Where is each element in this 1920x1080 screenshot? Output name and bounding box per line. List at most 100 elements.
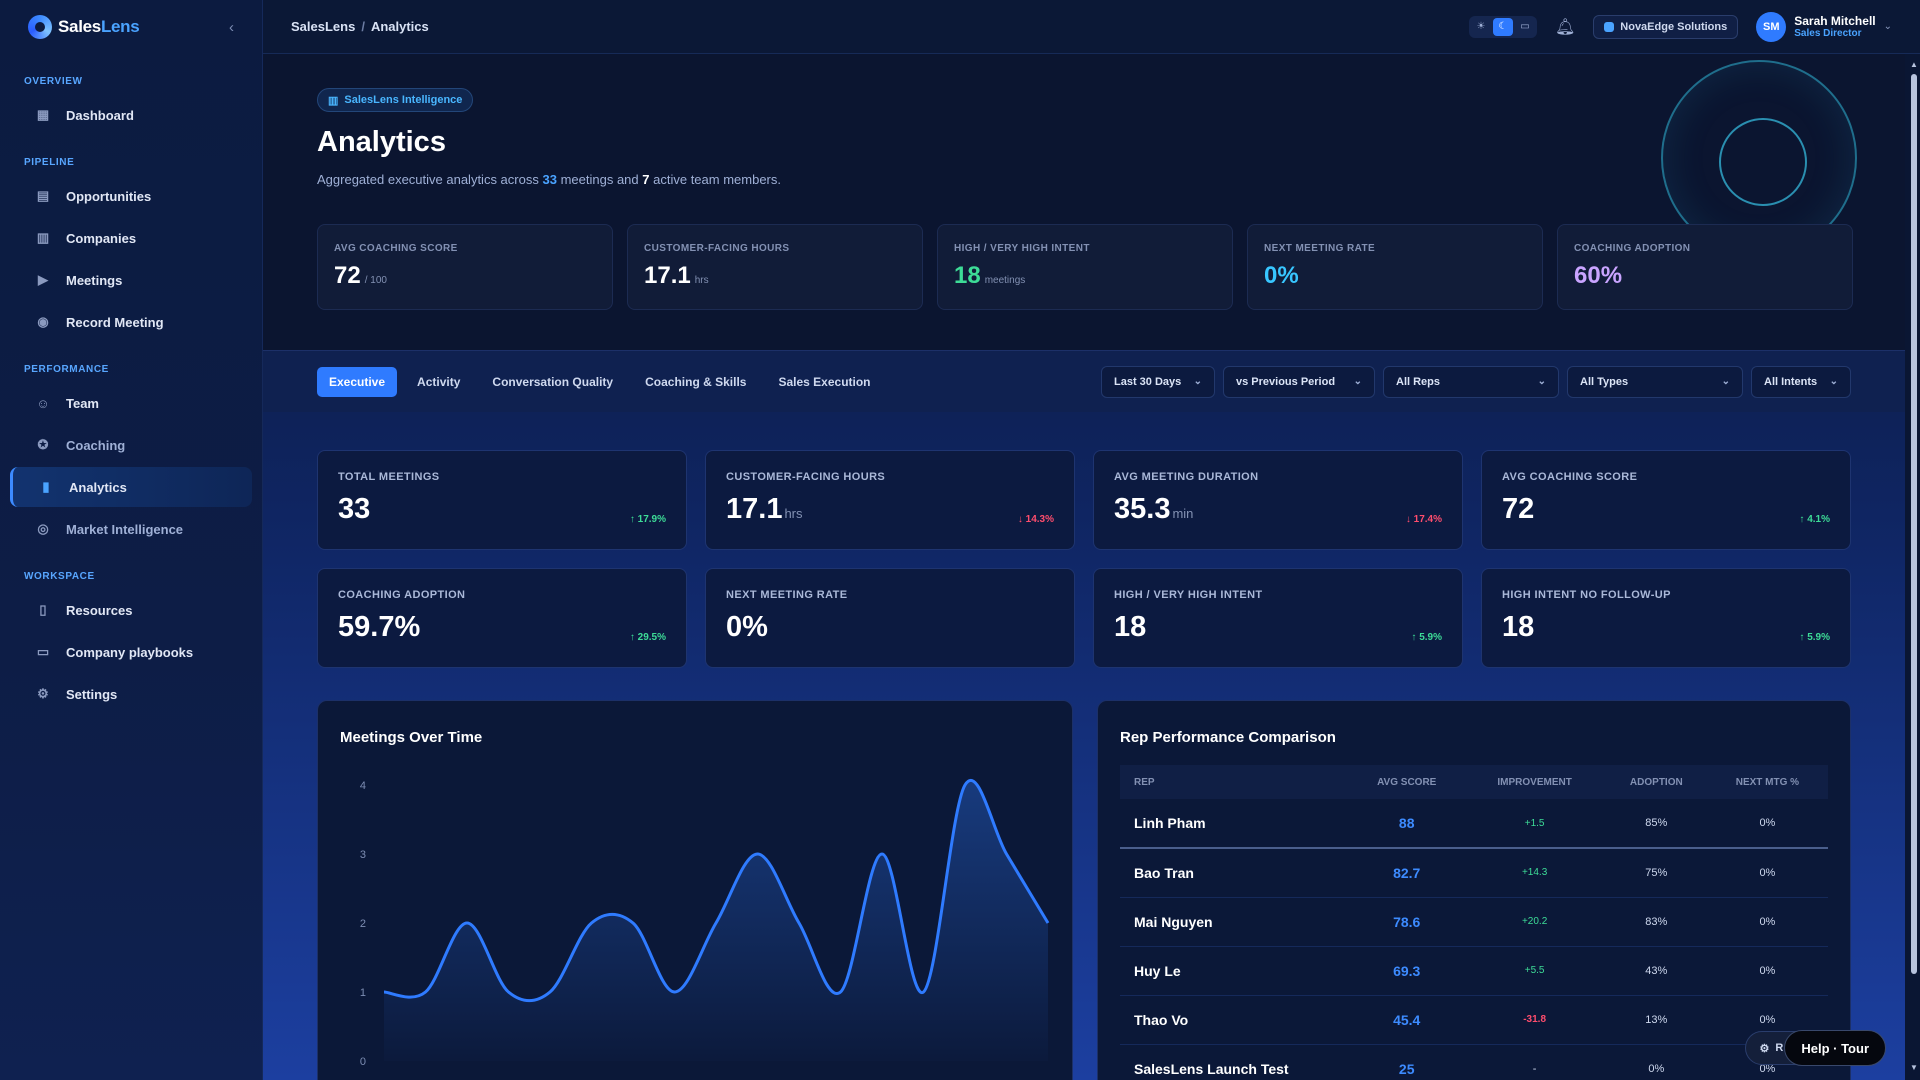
data-point[interactable] xyxy=(1002,849,1012,859)
tab-conversation-quality[interactable]: Conversation Quality xyxy=(492,374,614,389)
filter-select-vs-previous-period[interactable]: vs Previous Period ⌄ xyxy=(1223,365,1375,398)
filter-select-all-reps[interactable]: All Reps ⌄ xyxy=(1383,365,1559,398)
kpi-value: 18 xyxy=(1114,611,1442,644)
kpi-label: HIGH / VERY HIGH INTENT xyxy=(1114,589,1263,601)
logo-text-accent: Lens xyxy=(100,17,140,36)
data-point[interactable] xyxy=(753,849,763,859)
hero-kpi-number: 0% xyxy=(1264,262,1299,289)
hero-kpi-value: 72/ 100 xyxy=(334,262,596,290)
hero-kpi-label: HIGH / VERY HIGH INTENT xyxy=(954,243,1090,254)
tab-coaching-skills[interactable]: Coaching & Skills xyxy=(645,374,747,389)
app-logo-text[interactable]: SalesLens xyxy=(58,17,140,37)
hero-kpi-unit: meetings xyxy=(984,275,1026,286)
subtitle-members-count: 7 xyxy=(642,172,650,187)
bar-chart-icon: ▮ xyxy=(42,479,50,494)
subtitle-meetings-count: 33 xyxy=(542,172,557,187)
sidebar-item-company-playbooks[interactable]: ▭ Company playbooks xyxy=(10,632,252,672)
data-point[interactable] xyxy=(545,987,555,997)
sidebar-item-coaching[interactable]: ✪ Coaching xyxy=(10,425,252,465)
data-point[interactable] xyxy=(379,987,389,997)
data-point[interactable] xyxy=(919,987,929,997)
data-point[interactable] xyxy=(628,918,638,928)
sidebar-item-companies[interactable]: ▥ Companies xyxy=(10,218,252,258)
chart-title: Meetings Over Time xyxy=(340,729,483,746)
kpi-number: 33 xyxy=(338,493,371,525)
hero-kpi-unit: / 100 xyxy=(364,275,387,286)
page-scrollbar[interactable]: ▲ ▼ xyxy=(1910,60,1918,1072)
scroll-thumb[interactable] xyxy=(1911,74,1917,974)
chevron-left-icon[interactable]: ‹ xyxy=(229,18,234,36)
table-row[interactable]: Mai Nguyen 78.6 +20.2 83% 0% xyxy=(1120,897,1828,947)
sidebar-item-record-meeting[interactable]: ◉ Record Meeting xyxy=(10,302,252,342)
adoption-cell: 0% xyxy=(1605,1044,1707,1080)
adoption-cell: 75% xyxy=(1605,848,1707,898)
sidebar-item-label: Meetings xyxy=(66,272,123,288)
hero-kpi-unit: hrs xyxy=(694,275,709,286)
data-point[interactable] xyxy=(877,849,887,859)
sidebar-item-resources[interactable]: ▯ Resources xyxy=(10,590,252,630)
nav-section-title: WORKSPACE xyxy=(24,571,95,582)
moon-icon[interactable]: ☾ xyxy=(1492,17,1513,36)
filter-select-all-types[interactable]: All Types ⌄ xyxy=(1567,365,1743,398)
hero-kpi-value: 18 meetings xyxy=(954,262,1216,290)
data-point[interactable] xyxy=(462,918,472,928)
data-point[interactable] xyxy=(587,918,597,928)
tabs-bar: Executive Activity Conversation Quality Coa… xyxy=(263,350,1905,412)
table-row[interactable]: Bao Tran 82.7 +14.3 75% 0% xyxy=(1120,848,1828,898)
data-point[interactable] xyxy=(670,987,680,997)
breadcrumb-item-root[interactable]: SalesLens xyxy=(291,19,356,34)
table-row[interactable]: Thao Vo 45.4 -31.8 13% 0% xyxy=(1120,995,1828,1045)
filter-select-all-intents[interactable]: All Intents ⌄ xyxy=(1751,365,1851,398)
sidebar-item-meetings[interactable]: ▶ Meetings xyxy=(10,260,252,300)
org-switcher[interactable]: NovaEdge Solutions xyxy=(1593,14,1739,39)
table-row[interactable]: SalesLens Launch Test 25-0% 0% xyxy=(1120,1044,1828,1080)
sidebar-item-market-intelligence[interactable]: ◎ Market Intelligence xyxy=(10,509,252,549)
user-menu[interactable]: SM Sarah Mitchell Sales Director ⌄ xyxy=(1756,11,1892,42)
data-point[interactable] xyxy=(711,918,721,928)
kpi-trend: ↑ 17.9% xyxy=(629,514,666,525)
improvement-cell: -31.8 xyxy=(1463,995,1606,1045)
filter-value: All Intents xyxy=(1764,375,1818,388)
bell-icon[interactable]: 🔔︎ xyxy=(1554,18,1576,36)
sidebar-item-team[interactable]: ☺ Team xyxy=(10,383,252,423)
kpi-card: AVG MEETING DURATION 35.3 min ↓ 17.4% xyxy=(1093,450,1463,550)
kpi-card: CUSTOMER-FACING HOURS 17.1 hrs ↓ 14.3% xyxy=(705,450,1075,550)
tab-activity[interactable]: Activity xyxy=(417,374,461,389)
sidebar-item-dashboard[interactable]: ▦ Dashboard xyxy=(10,95,252,135)
next-meeting-cell: 0% xyxy=(1706,848,1828,898)
data-point[interactable] xyxy=(421,987,431,997)
filter-select-last-days[interactable]: Last 30 Days ⌄ xyxy=(1101,365,1215,398)
sidebar-item-opportunities[interactable]: ▤ Opportunities xyxy=(10,176,252,216)
data-point[interactable] xyxy=(794,918,804,928)
kpi-number: 18 xyxy=(1502,611,1535,643)
data-point[interactable] xyxy=(1043,918,1053,928)
sidebar-item-analytics[interactable]: ▮ Analytics xyxy=(10,467,252,507)
table-body: Linh Pham 88 +1.5 85% 0% Bao Tran 82.7 +14.3 75%… xyxy=(1120,799,1828,1080)
hero-kpi-number: 60% xyxy=(1574,262,1623,289)
gear-icon: ⚙ xyxy=(37,686,49,701)
sun-icon[interactable]: ☀ xyxy=(1476,21,1486,32)
subtitle-post: active team members. xyxy=(653,172,781,187)
scroll-up-icon[interactable]: ▲ xyxy=(1910,60,1918,69)
chevron-down-icon: ⌄ xyxy=(1883,21,1892,32)
data-point[interactable] xyxy=(836,987,846,997)
kpi-label: HIGH INTENT NO FOLLOW-UP xyxy=(1502,589,1671,601)
data-point[interactable] xyxy=(960,780,970,790)
monitor-icon[interactable]: ▭ xyxy=(1520,21,1530,32)
meetings-over-time-chart: 0 1 2 3 4 xyxy=(360,779,1053,1068)
tab-sales-execution[interactable]: Sales Execution xyxy=(778,374,871,389)
tab-executive[interactable]: Executive xyxy=(317,366,398,397)
avg-score-cell: 25 xyxy=(1350,1044,1464,1080)
sidebar: SalesLens ‹ OVERVIEW ▦ Dashboard PIPELINE ▤ O… xyxy=(0,0,263,1080)
kpi-unit: min xyxy=(1172,506,1194,521)
sidebar-item-settings[interactable]: ⚙ Settings xyxy=(10,674,252,714)
help-tour-button[interactable]: Help · Tour xyxy=(1784,1030,1886,1066)
adoption-cell: 83% xyxy=(1605,897,1707,947)
avg-score-cell: 45.4 xyxy=(1350,995,1464,1045)
hero-kpi-label: CUSTOMER-FACING HOURS xyxy=(644,243,790,254)
table-row[interactable]: Huy Le 69.3 +5.5 43% 0% xyxy=(1120,946,1828,996)
hero-kpi-label: COACHING ADOPTION xyxy=(1574,243,1691,254)
data-point[interactable] xyxy=(504,987,514,997)
scroll-down-icon[interactable]: ▼ xyxy=(1910,1063,1918,1072)
table-row[interactable]: Linh Pham 88 +1.5 85% 0% xyxy=(1120,799,1828,849)
